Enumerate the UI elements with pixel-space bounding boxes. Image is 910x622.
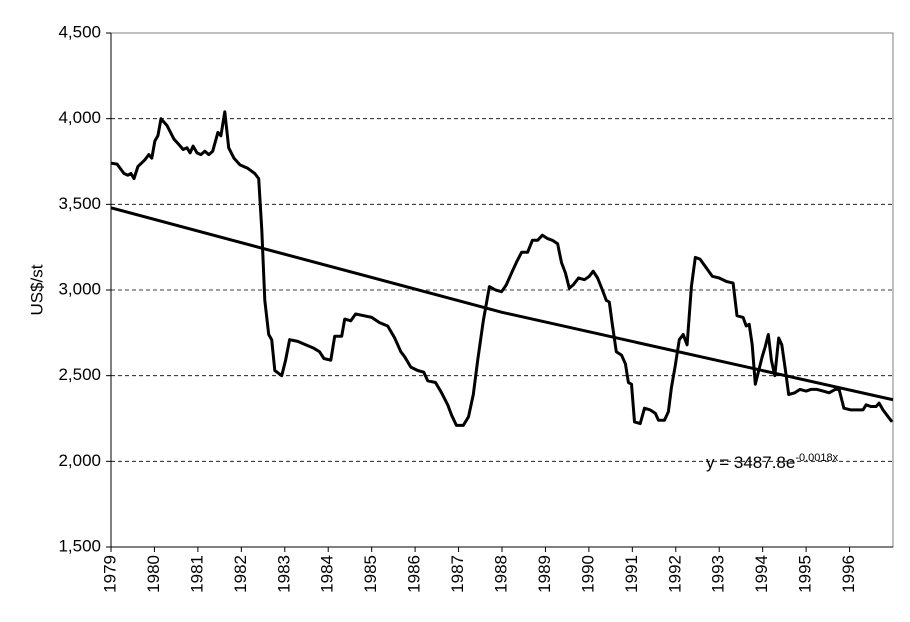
x-tick-label: 1979 <box>100 555 119 593</box>
x-tick-label: 1993 <box>709 555 728 593</box>
x-tick-label: 1981 <box>187 555 206 593</box>
x-tick-label: 1995 <box>796 555 815 593</box>
y-tick-label: 2,500 <box>58 365 101 384</box>
x-tick-label: 1986 <box>405 555 424 593</box>
trend-equation: y = 3487.8e-0.0018x <box>706 452 839 472</box>
x-tick-label: 1996 <box>839 555 858 593</box>
price-line <box>110 110 894 427</box>
x-tick-label: 1994 <box>752 555 771 593</box>
y-tick-label: 2,000 <box>58 451 101 470</box>
y-axis-label: US$/st <box>27 264 46 315</box>
x-tick-label: 1982 <box>231 555 250 593</box>
x-tick-label: 1990 <box>578 555 597 593</box>
y-tick-label: 1,500 <box>58 536 101 555</box>
x-tick-label: 1984 <box>318 555 337 593</box>
y-tick-label: 4,500 <box>58 22 101 41</box>
x-tick-label: 1992 <box>665 555 684 593</box>
equation-base: y = 3487.8e <box>706 453 795 472</box>
x-tick-label: 1983 <box>274 555 293 593</box>
x-tick-label: 1987 <box>448 555 467 593</box>
x-tick-label: 1988 <box>491 555 510 593</box>
x-tick-label: 1991 <box>622 555 641 593</box>
y-tick-label: 3,500 <box>58 194 101 213</box>
x-tick-label: 1989 <box>535 555 554 593</box>
x-tick-label: 1985 <box>361 555 380 593</box>
trend-line <box>110 206 894 402</box>
x-tick-label: 1980 <box>144 555 163 593</box>
y-tick-label: 4,000 <box>58 108 101 127</box>
y-tick-label: 3,000 <box>58 279 101 298</box>
equation-exponent: -0.0018x <box>795 452 838 464</box>
